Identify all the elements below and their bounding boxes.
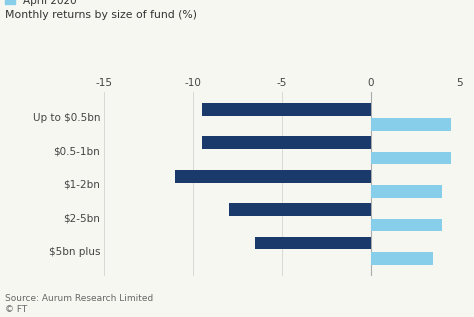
Text: Monthly returns by size of fund (%): Monthly returns by size of fund (%) [5,10,197,20]
Bar [371,152,451,165]
Legend: March 2020, April 2020: March 2020, April 2020 [5,0,85,6]
Bar [255,237,371,249]
Bar [175,170,371,183]
Bar [371,118,451,131]
Bar [202,136,371,149]
Bar [371,252,433,265]
Bar [228,203,371,216]
Text: Source: Aurum Research Limited
© FT: Source: Aurum Research Limited © FT [5,294,153,314]
Bar [371,219,442,231]
Bar [371,185,442,198]
Bar [202,103,371,116]
